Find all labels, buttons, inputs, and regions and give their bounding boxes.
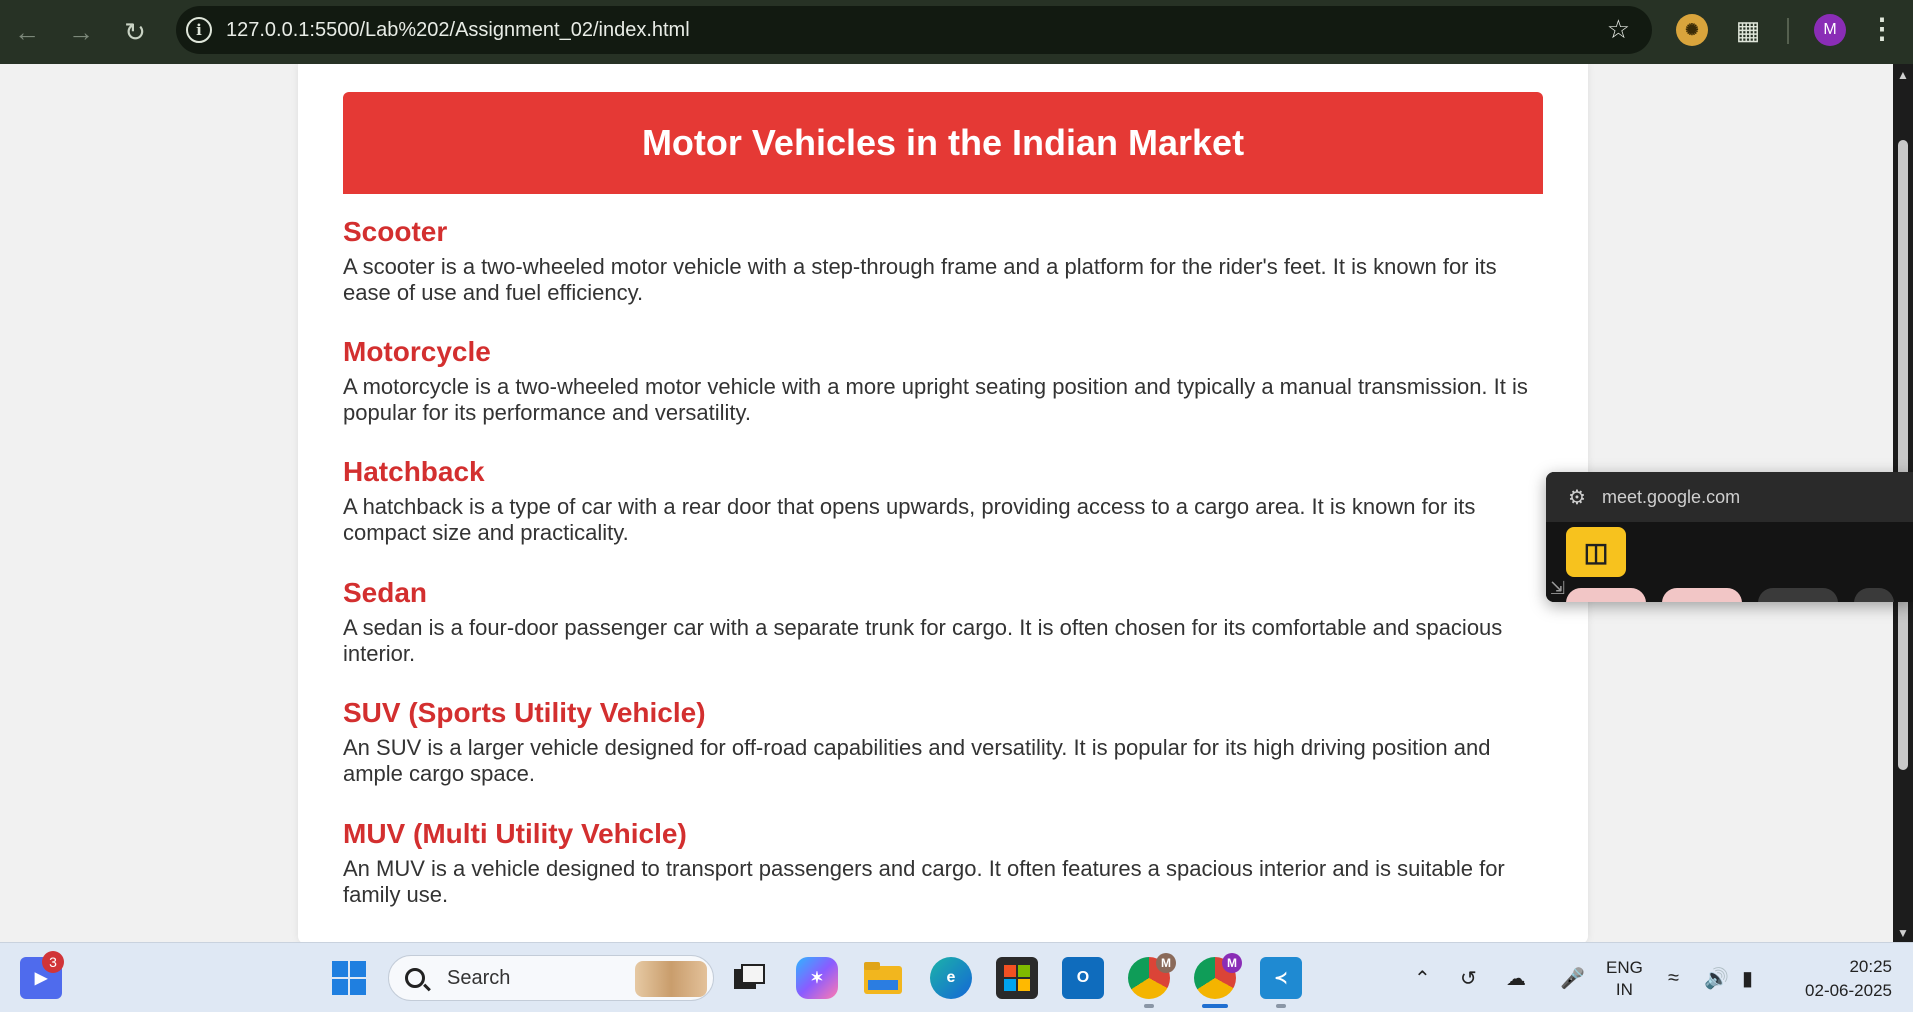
copilot-icon[interactable]: ✶ [796,957,838,999]
clock-date: 02-06-2025 [1805,981,1892,1000]
sync-icon[interactable]: ↺ [1460,967,1477,990]
pip-url: meet.google.com [1602,486,1741,507]
chrome-icon[interactable]: M [1128,953,1176,999]
vehicle-section-hatchback: Hatchback A hatchback is a type of car w… [343,454,1543,546]
pip-control[interactable] [1854,588,1894,602]
battery-icon[interactable]: ▮ [1742,967,1754,990]
profile-avatar[interactable]: M [1814,14,1846,46]
section-heading: MUV (Multi Utility Vehicle) [343,818,687,849]
toolbar-divider [1787,18,1789,44]
reload-button[interactable]: ↻ [108,5,162,59]
extension-icon[interactable]: ✺ [1676,14,1708,46]
pip-header[interactable]: ⚙ meet.google.com [1546,472,1913,522]
lang-line-2: IN [1615,980,1633,999]
active-indicator [1202,1004,1228,1008]
task-view-icon[interactable] [728,957,770,999]
vehicle-section-sedan: Sedan A sedan is a four-door passenger c… [343,575,1543,667]
search-highlight-image [635,961,707,997]
windows-taskbar: ▶ 3 Search ✶ e O M M ≺ ⌃ ↺ ☁ 🎤 ENG IN [0,942,1913,1012]
taskbar-search[interactable]: Search [388,955,714,1001]
back-button[interactable]: ← [0,5,54,59]
vehicle-section-scooter: Scooter A scooter is a two-wheeled motor… [343,214,1543,306]
pip-window[interactable]: ⚙ meet.google.com ◫ ⇲ [1546,472,1913,602]
arrow-right-icon: → [68,16,94,47]
address-url[interactable]: 127.0.0.1:5500/Lab%202/Assignment_02/ind… [226,18,690,41]
microphone-icon[interactable]: 🎤 [1560,967,1585,990]
pip-control[interactable] [1758,588,1838,602]
section-heading: Hatchback [343,456,485,487]
vscode-icon[interactable]: ≺ [1260,957,1302,999]
system-clock[interactable]: 20:25 02-06-2025 [1786,955,1892,1003]
section-text: A sedan is a four-door passenger car wit… [343,615,1503,666]
section-heading: Sedan [343,577,428,608]
section-text: An MUV is a vehicle designed to transpor… [343,856,1505,907]
edge-icon[interactable]: e [930,957,972,999]
page-title: Motor Vehicles in the Indian Market [641,122,1245,163]
content-container: Motor Vehicles in the Indian Market Scoo… [298,64,1588,942]
windows-start-icon[interactable] [328,957,370,999]
outlook-icon[interactable]: O [1062,957,1104,999]
wifi-icon[interactable]: ≈ [1668,966,1679,989]
search-label: Search [447,966,511,989]
chrome-profile-badge: M [1222,953,1242,973]
scroll-up-icon[interactable]: ▲ [1897,68,1909,82]
pip-control[interactable] [1662,588,1742,602]
tune-icon[interactable]: ⚙ [1568,486,1586,509]
section-heading: Motorcycle [343,336,491,367]
onedrive-icon[interactable]: ☁ [1506,967,1526,990]
address-bar[interactable]: i 127.0.0.1:5500/Lab%202/Assignment_02/i… [176,6,1652,54]
store-icon[interactable] [996,957,1038,999]
arrow-left-icon: ← [14,16,40,47]
section-text: An SUV is a larger vehicle designed for … [343,735,1491,786]
search-icon [405,968,425,988]
section-heading: Scooter [343,216,448,247]
forward-button[interactable]: → [54,5,108,59]
lang-line-1: ENG [1606,958,1643,977]
vehicle-section-muv: MUV (Multi Utility Vehicle) An MUV is a … [343,816,1543,908]
pip-body: ◫ ⇲ [1546,522,1913,602]
resize-handle-icon[interactable]: ⇲ [1550,578,1566,598]
vehicle-section-motorcycle: Motorcycle A motorcycle is a two-wheeled… [343,334,1543,426]
section-text: A motorcycle is a two-wheeled motor vehi… [343,374,1528,425]
more-menu-icon[interactable]: ⋮ [1868,13,1896,44]
section-text: A scooter is a two-wheeled motor vehicle… [343,254,1497,305]
notification-badge: 3 [42,951,64,973]
running-indicator [1276,1004,1286,1008]
scroll-down-icon[interactable]: ▼ [1897,926,1909,940]
browser-toolbar: ← → ↻ i 127.0.0.1:5500/Lab%202/Assignmen… [0,0,1913,64]
section-text: A hatchback is a type of car with a rear… [343,494,1476,545]
extensions-puzzle-icon[interactable]: ▦ [1735,14,1761,45]
reload-icon: ↻ [124,16,146,47]
vehicle-section-suv: SUV (Sports Utility Vehicle) An SUV is a… [343,695,1543,787]
pip-control[interactable] [1566,588,1646,602]
input-language[interactable]: ENG IN [1606,957,1643,1001]
clock-time: 20:25 [1849,957,1892,976]
scrollbar-thumb[interactable] [1898,140,1908,770]
file-explorer-icon[interactable] [862,957,904,999]
show-hidden-icons[interactable]: ⌃ [1414,967,1431,990]
chrome-active-icon[interactable]: M [1194,953,1242,999]
site-info-icon[interactable]: i [186,17,212,43]
leave-door-icon[interactable]: ◫ [1566,527,1626,577]
bookmark-star-icon[interactable]: ☆ [1606,14,1630,44]
section-heading: SUV (Sports Utility Vehicle) [343,697,706,728]
page-banner: Motor Vehicles in the Indian Market [343,92,1543,194]
volume-icon[interactable]: 🔊 [1704,967,1729,990]
chrome-profile-badge: M [1156,953,1176,973]
running-indicator [1144,1004,1154,1008]
